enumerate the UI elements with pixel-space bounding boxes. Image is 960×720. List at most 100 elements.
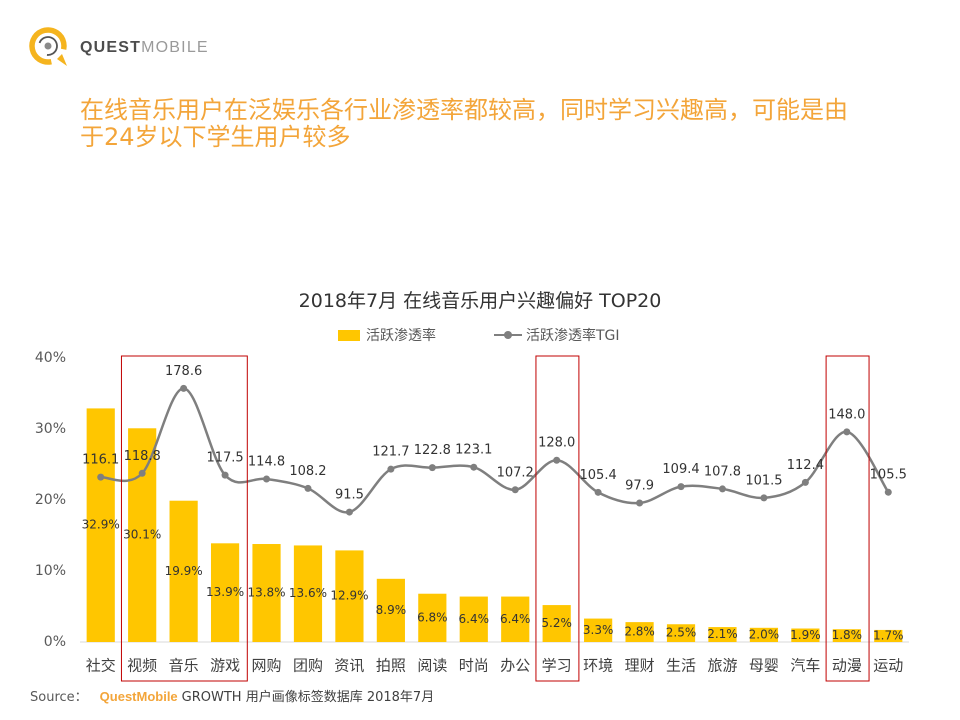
tgi-point [636, 499, 644, 507]
tgi-value-label: 123.1 [455, 443, 492, 458]
tgi-value-label: 148.0 [828, 407, 865, 422]
chart-plot: 0% 10% 20% 30% 40% 社交 视频 音乐 游戏 网购 团购 资讯 拍照 阅读 时尚 办公 学习 环境… [35, 350, 909, 682]
tgi-value-label: 109.4 [662, 462, 699, 477]
tgi-line-series [97, 384, 892, 516]
bar [418, 593, 447, 642]
logo-wordmark: QUESTMOBILE [80, 38, 209, 58]
bar [376, 578, 405, 642]
source-text: GROWTH 用户画像标签数据库 2018年7月 [181, 690, 435, 705]
tgi-value-label: 122.8 [414, 443, 451, 458]
bar [791, 628, 820, 642]
x-tick-label: 学习 [542, 657, 572, 675]
tgi-value-label: 178.6 [165, 364, 202, 379]
x-tick-label: 网购 [252, 657, 282, 675]
x-tick-label: 办公 [500, 657, 530, 675]
bar [501, 596, 530, 642]
bar [459, 596, 488, 642]
bar [708, 627, 737, 642]
bar-value-label: 6.8% [417, 610, 448, 624]
tgi-value-label: 97.9 [625, 478, 654, 493]
tgi-point [594, 488, 602, 496]
tgi-value-label: 108.2 [289, 464, 326, 479]
tgi-point [180, 384, 188, 392]
x-tick-label: 音乐 [169, 657, 199, 675]
x-tick-label: 视频 [127, 657, 157, 675]
bar [749, 627, 779, 642]
x-tick-label: 团购 [293, 657, 323, 675]
tgi-value-label: 107.2 [497, 465, 534, 480]
chart-axes: 0% 10% 20% 30% 40% 社交 视频 音乐 游戏 网购 团购 资讯 拍照 阅读 时尚 办公 学习 环境… [35, 350, 909, 675]
tgi-value-label: 118.8 [124, 449, 161, 464]
tgi-value-label: 114.8 [248, 454, 285, 469]
bar-value-label: 12.9% [330, 589, 368, 603]
x-tick-label: 时尚 [459, 657, 489, 675]
questmobile-logo: QUESTMOBILE [26, 24, 226, 70]
bar [128, 428, 157, 642]
data-labels: 32.9%30.1% 19.9%13.9% 13.8% 13.6% 12.9% 8.9% 6… [82, 364, 907, 643]
source-brand: QuestMobile [99, 689, 178, 704]
x-tick-label: 汽车 [790, 657, 820, 675]
x-tick-label: 理财 [625, 657, 655, 675]
source-line: Source： QuestMobile GROWTH 用户画像标签数据库 2018年… [30, 688, 434, 707]
bar [584, 618, 613, 642]
tgi-point [553, 456, 561, 464]
source-label: Source： [30, 690, 88, 705]
tgi-value-label: 128.0 [538, 436, 575, 451]
bar-value-label: 19.9% [165, 564, 203, 578]
bar-value-label: 2.0% [749, 627, 780, 641]
tgi-point [843, 428, 851, 436]
bar-value-label: 2.5% [666, 626, 697, 640]
tgi-value-label: 105.5 [870, 468, 907, 483]
x-tick-label: 阅读 [417, 657, 447, 675]
legend-swatch-marker [504, 331, 512, 339]
tgi-value-label: 101.5 [745, 473, 782, 488]
legend-label-tgi: 活跃渗透率TGI [526, 328, 620, 344]
tgi-value-label: 105.4 [580, 468, 617, 483]
legend-swatch-bar [338, 329, 360, 341]
tgi-value-label: 107.8 [704, 464, 741, 479]
legend-label-penetration: 活跃渗透率 [366, 328, 436, 344]
tgi-value-label: 112.4 [787, 458, 824, 473]
tgi-point [884, 488, 892, 496]
highlight-box [825, 355, 870, 682]
bar [874, 629, 903, 642]
y-tick-label: 30% [35, 421, 66, 437]
highlight-box [535, 355, 580, 682]
x-tick-label: 资讯 [334, 657, 364, 675]
tgi-point [677, 483, 685, 491]
bar [666, 624, 696, 642]
x-tick-label: 运动 [873, 657, 903, 675]
tgi-point [304, 484, 312, 492]
headline-line-2: 于24岁以下学生用户较多 [80, 123, 351, 151]
y-tick-label: 10% [35, 563, 66, 579]
x-tick-label: 游戏 [210, 657, 240, 675]
y-tick-label: 40% [35, 350, 66, 366]
tgi-point [138, 469, 146, 477]
tgi-point [428, 464, 436, 472]
tgi-point [345, 508, 353, 516]
bar-series [86, 408, 903, 642]
tgi-point [263, 475, 271, 483]
headline-line-1: 在线音乐用户在泛娱乐各行业渗透率都较高，同时学习兴趣高，可能是由 [80, 96, 848, 124]
bar [542, 605, 571, 642]
y-tick-label: 0% [44, 634, 66, 650]
bar-value-label: 1.8% [832, 628, 863, 642]
bar [293, 545, 323, 642]
tgi-value-label: 91.5 [335, 488, 364, 503]
tgi-value-label: 117.5 [206, 451, 243, 466]
bar-value-label: 13.9% [206, 585, 244, 599]
logo-word-bold: QUEST [80, 39, 142, 56]
logo-word-light: MOBILE [141, 39, 209, 56]
bar-value-label: 1.7% [873, 628, 904, 642]
bar [210, 543, 240, 642]
highlight-box [120, 355, 248, 682]
bar-value-label: 6.4% [500, 612, 531, 626]
questmobile-logo-icon [29, 27, 67, 66]
bar [86, 408, 115, 642]
tgi-point [718, 485, 726, 493]
x-tick-label: 环境 [583, 657, 613, 675]
y-tick-label: 20% [35, 492, 66, 508]
x-tick-label: 旅游 [707, 657, 737, 675]
bar-value-label: 3.3% [583, 623, 614, 637]
